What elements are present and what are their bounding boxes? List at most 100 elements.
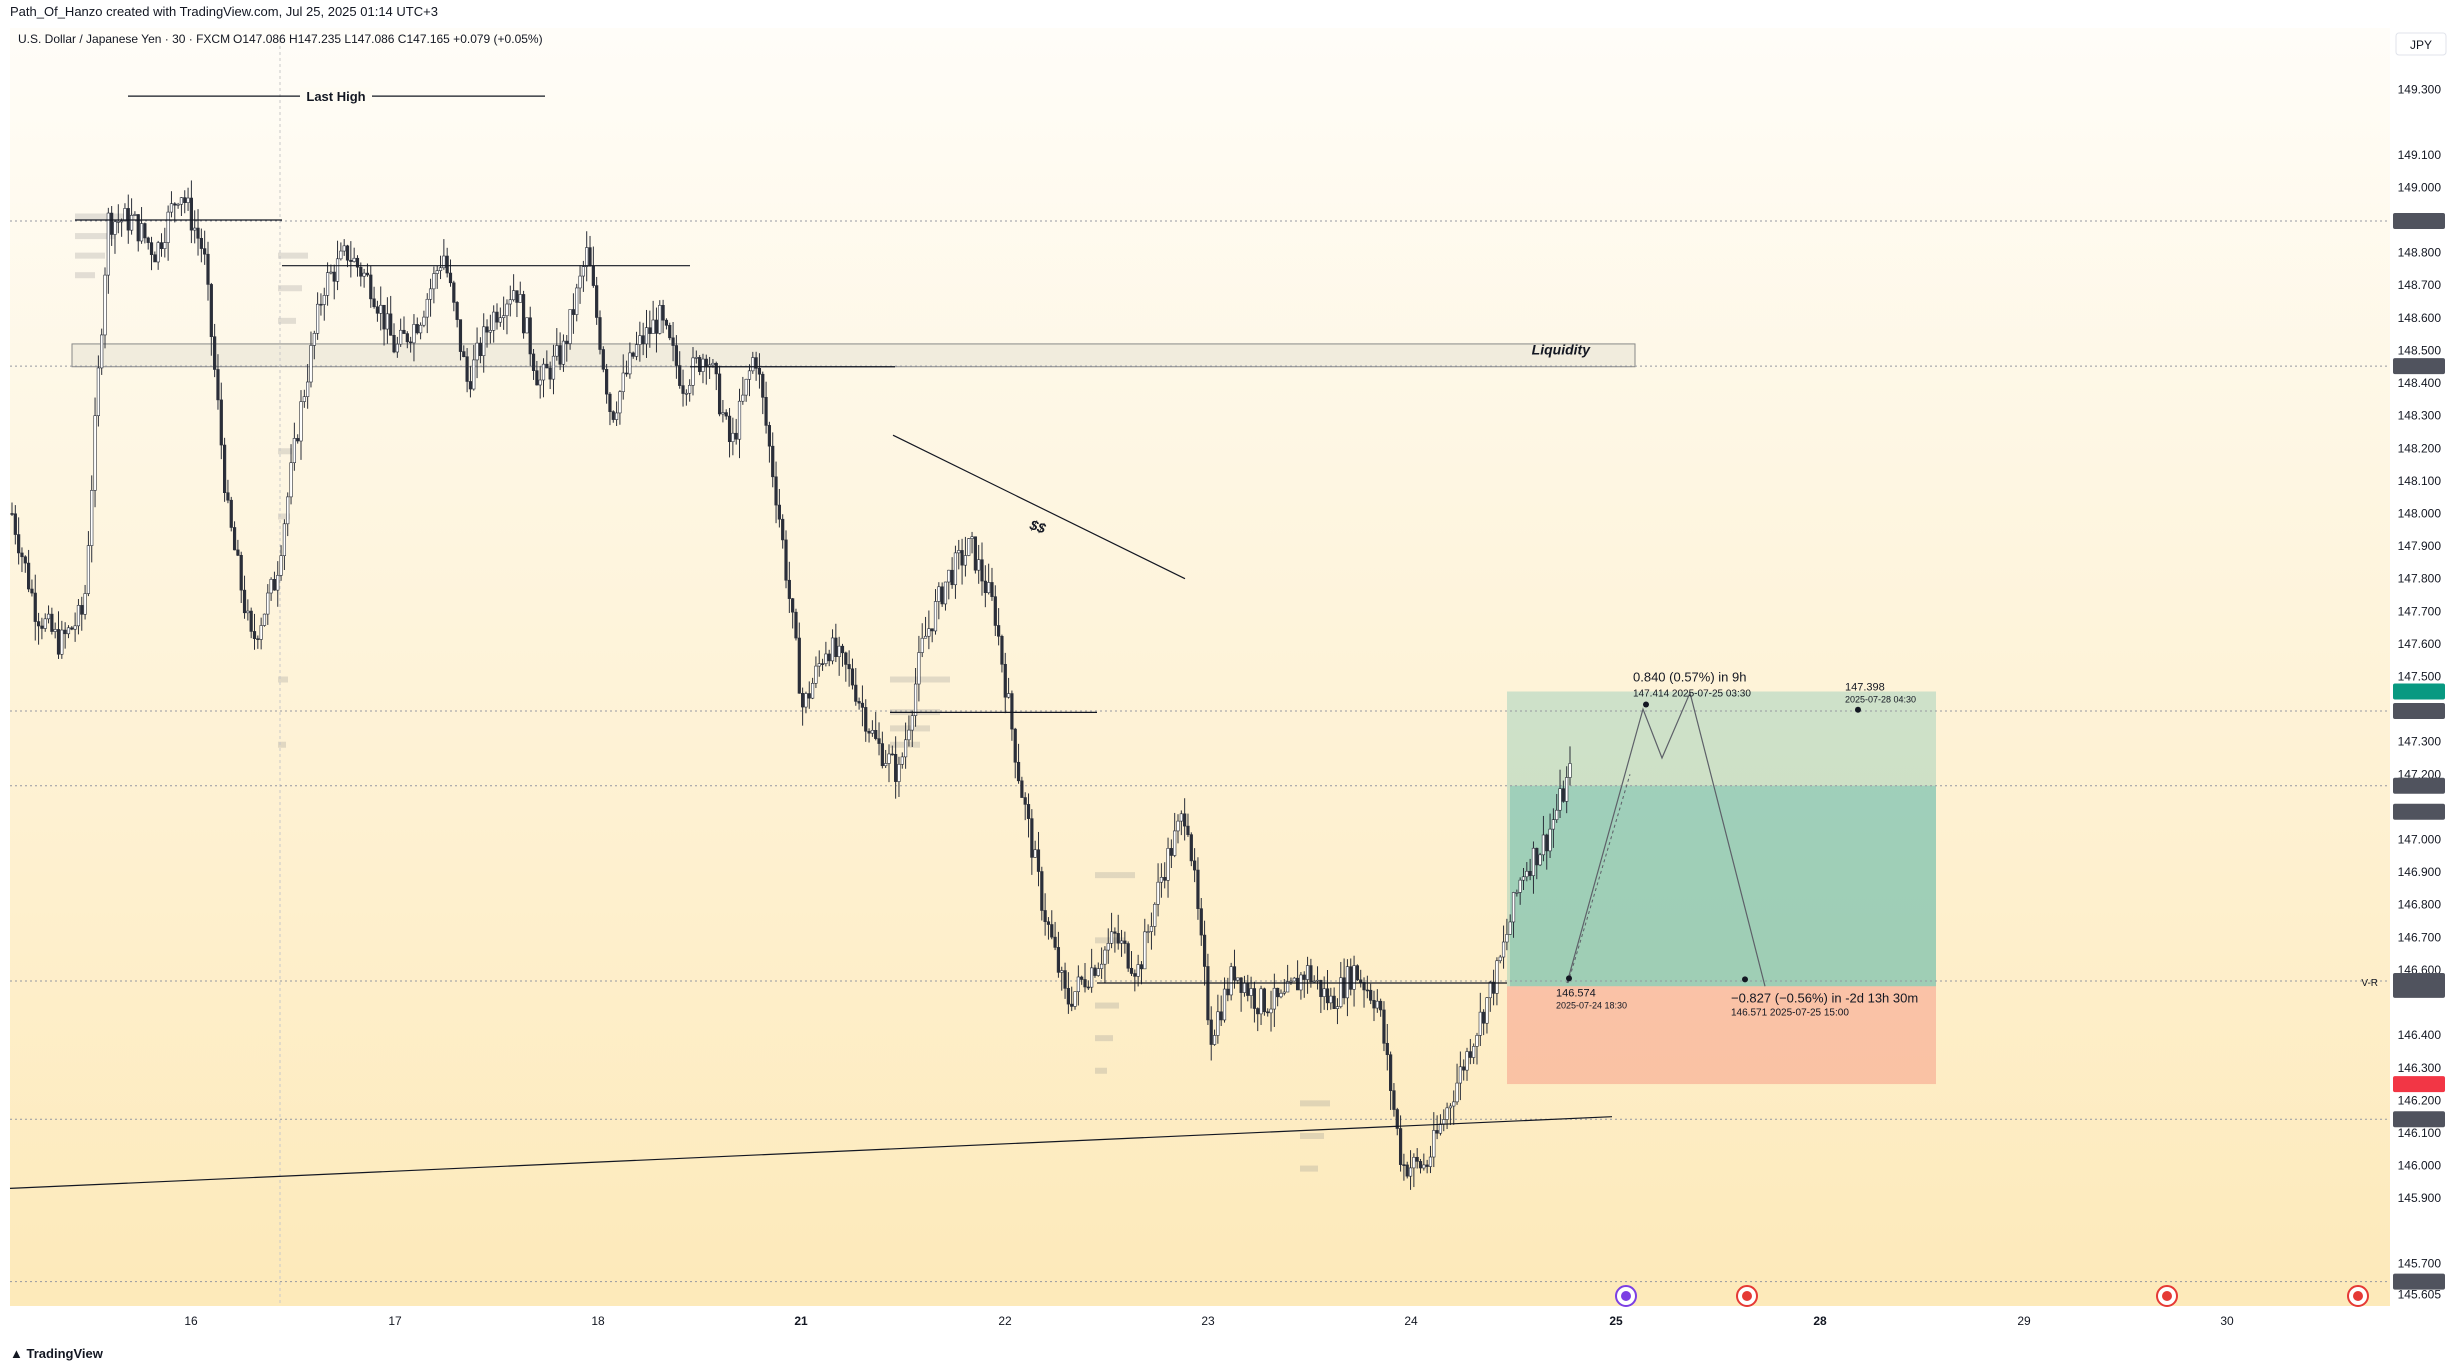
loss-zone[interactable]: [1507, 986, 1936, 1085]
candle-body: [654, 319, 659, 334]
candle-body: [555, 345, 559, 357]
candle-body: [953, 552, 958, 586]
candle-body: [571, 309, 576, 315]
candle-body: [694, 357, 698, 359]
candle-body: [116, 221, 120, 223]
candle-body: [568, 309, 572, 344]
candle-body: [943, 581, 948, 605]
candle-body: [126, 208, 130, 231]
candle-body: [1385, 1042, 1389, 1056]
candle-body: [299, 401, 303, 442]
candle-body: [485, 326, 489, 333]
candle-body: [189, 197, 193, 231]
anchor-point[interactable]: [1855, 706, 1861, 713]
candle-body: [1193, 860, 1197, 871]
candle-body: [764, 397, 768, 426]
candle-body: [920, 637, 924, 653]
candle-body: [1176, 820, 1180, 832]
candle-body: [1116, 933, 1120, 944]
candle-body: [229, 499, 233, 528]
candle-body: [784, 539, 788, 581]
candle-body: [1555, 809, 1559, 820]
volume-profile-bar: [75, 233, 115, 240]
candle-body: [146, 237, 150, 243]
candle-body: [1302, 974, 1306, 980]
candle-body: [276, 575, 280, 591]
candle-body: [425, 298, 429, 318]
profit-zone[interactable]: [1507, 691, 1936, 987]
candle-body: [983, 580, 987, 594]
candle-body: [46, 613, 51, 620]
currency-button[interactable]: [2395, 32, 2447, 56]
anchor-point[interactable]: [1566, 975, 1572, 982]
candle-body: [917, 652, 921, 685]
candle-body: [395, 343, 399, 353]
candle-body: [17, 534, 21, 554]
candle-body: [704, 358, 708, 367]
candle-body: [389, 313, 393, 336]
candle-body: [1070, 1003, 1074, 1007]
event-icon-dot: [1621, 1291, 1631, 1301]
time-tick-label: 18: [591, 1314, 605, 1328]
candle-body: [698, 357, 702, 372]
candle-body: [1365, 989, 1369, 992]
candle-body: [1418, 1161, 1423, 1169]
candle-body: [1013, 728, 1017, 763]
volume-profile-bar: [278, 513, 290, 520]
price-tick-label: 147.500: [2398, 670, 2442, 684]
ascending-trendline[interactable]: [9, 1116, 1613, 1190]
candle-body: [651, 319, 655, 334]
candle-body: [223, 444, 227, 494]
candle-body: [1209, 1019, 1213, 1045]
candle-body: [997, 625, 1001, 637]
anchor-point[interactable]: [1643, 701, 1649, 708]
candle-body: [678, 365, 682, 386]
candle-body: [149, 242, 154, 256]
candle-body: [412, 324, 416, 344]
candle-body: [110, 212, 114, 235]
volume-profile-bar: [75, 252, 105, 259]
candle-body: [801, 692, 805, 708]
volume-profile-bar: [1095, 1067, 1107, 1074]
plot-background: [10, 28, 2390, 1336]
price-tick-label: 145.900: [2398, 1191, 2442, 1205]
candle-body: [106, 212, 110, 276]
candle-body: [33, 592, 37, 622]
candle-body: [508, 299, 512, 305]
anchor-point[interactable]: [1742, 976, 1748, 983]
candle-body: [1315, 979, 1320, 982]
candle-body: [904, 739, 908, 758]
candle-body: [591, 265, 595, 286]
descending-trendline[interactable]: [892, 434, 1186, 580]
candle-body: [761, 373, 765, 398]
candle-body: [438, 267, 443, 271]
candle-body: [1339, 977, 1343, 1007]
candle-body: [1319, 979, 1323, 997]
projected-path[interactable]: [1566, 690, 1766, 987]
volume-profile-bar: [1095, 1002, 1119, 1009]
volume-profile-bar: [890, 725, 930, 732]
event-icon-dot: [1742, 1291, 1752, 1301]
liquidity-zone[interactable]: [71, 343, 1636, 368]
candle-body: [804, 693, 808, 708]
candle-body: [169, 203, 174, 213]
candle-body: [817, 663, 821, 667]
candle-body: [40, 625, 44, 629]
candle-body: [1312, 980, 1316, 983]
price-tag: [2393, 703, 2445, 720]
time-tick-label: 24: [1404, 1314, 1418, 1328]
candle-body: [973, 536, 977, 571]
candle-body: [475, 342, 479, 361]
candle-body: [166, 211, 170, 243]
time-tick-label: 23: [1201, 1314, 1215, 1328]
price-tick-label: 146.100: [2398, 1126, 2442, 1140]
candle-body: [432, 273, 436, 290]
candle-body: [153, 254, 157, 263]
candle-body: [1222, 988, 1227, 1021]
candle-body: [1422, 1164, 1426, 1169]
candle-body: [1179, 813, 1183, 822]
candle-body: [1076, 976, 1080, 992]
candle-body: [608, 393, 612, 412]
event-icon-dot: [2353, 1291, 2363, 1301]
